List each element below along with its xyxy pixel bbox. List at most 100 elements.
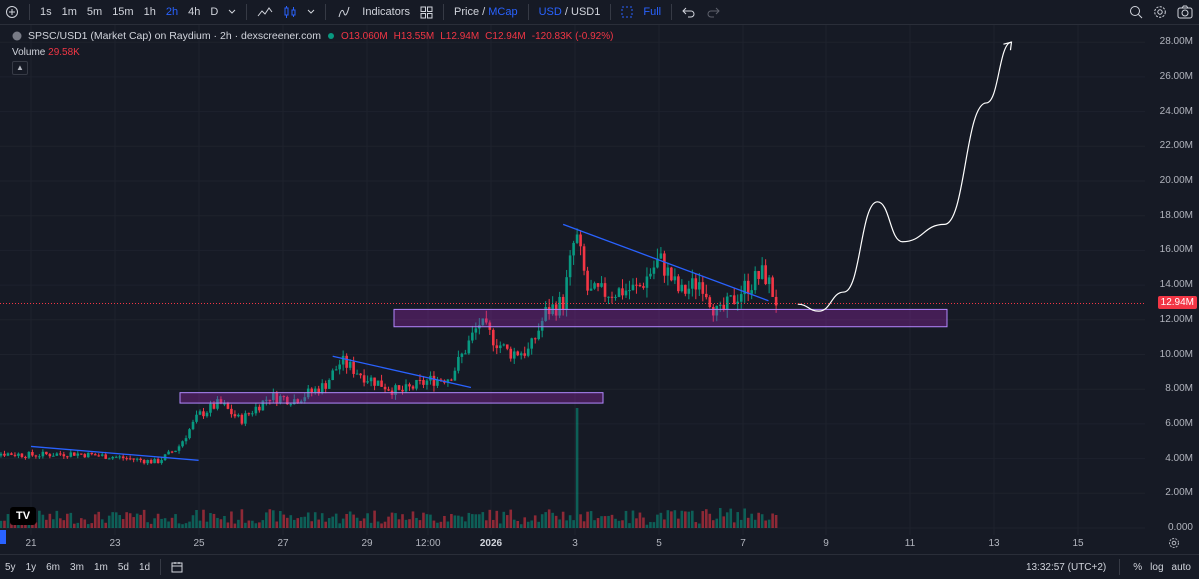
- volume-bar: [485, 520, 488, 528]
- price-chart[interactable]: [0, 25, 1145, 535]
- volume-bar: [289, 515, 293, 528]
- candle-body: [219, 399, 223, 404]
- timeframe-1m[interactable]: 1m: [61, 6, 77, 18]
- volume-bar: [614, 518, 617, 528]
- range-5y[interactable]: 5y: [5, 561, 16, 573]
- camera-icon[interactable]: [1177, 5, 1193, 19]
- volume-bar: [460, 516, 464, 528]
- candle-body: [467, 340, 471, 354]
- timeframe-5m[interactable]: 5m: [86, 6, 103, 18]
- undo-icon[interactable]: [677, 6, 701, 18]
- timeframe-15m[interactable]: 15m: [112, 6, 134, 18]
- volume-bar: [303, 516, 307, 528]
- line-chart-icon[interactable]: [252, 5, 278, 19]
- timeframe-1s[interactable]: 1s: [40, 6, 52, 18]
- candle-body: [104, 454, 108, 459]
- volume-bar: [251, 520, 254, 528]
- projection-arrowhead: [1003, 41, 1013, 51]
- candle-body: [272, 392, 275, 401]
- chevron-down-icon[interactable]: [223, 9, 241, 15]
- candle-body: [310, 388, 314, 393]
- calendar-goto-icon[interactable]: [166, 561, 188, 573]
- volume-bar: [481, 512, 485, 528]
- percent-toggle[interactable]: %: [1133, 561, 1143, 573]
- trendline: [30, 445, 199, 461]
- range-1m[interactable]: 1m: [93, 561, 108, 573]
- volume-bar: [195, 509, 198, 528]
- candle-body: [20, 453, 24, 457]
- fullscreen-icon[interactable]: [616, 6, 638, 18]
- candle-body: [3, 453, 6, 456]
- volume-bar: [296, 518, 300, 528]
- volume-bar: [52, 519, 55, 528]
- candle-body: [149, 459, 153, 464]
- top-toolbar: 1s 1m 5m 15m 1h 2h 4h D Indicators Price…: [0, 0, 1199, 25]
- volume-bar: [718, 508, 722, 528]
- volume-bar: [673, 510, 677, 528]
- candle-body: [348, 361, 352, 368]
- range-1y[interactable]: 1y: [25, 561, 37, 573]
- timeframe-1h[interactable]: 1h: [143, 6, 156, 18]
- timeframe-2h[interactable]: 2h: [165, 6, 179, 18]
- price-mcap-slash: /: [482, 6, 486, 18]
- support-zone: [393, 308, 948, 328]
- volume-bar: [464, 521, 467, 528]
- candle-body: [146, 459, 149, 464]
- tradingview-logo[interactable]: TV: [10, 507, 36, 525]
- chevron-down-icon[interactable]: [302, 9, 320, 15]
- range-1d[interactable]: 1d: [138, 561, 151, 573]
- log-toggle[interactable]: log: [1150, 561, 1164, 573]
- time-tick-label: 7: [740, 538, 746, 549]
- currency-slash: /: [564, 6, 568, 18]
- range-6m[interactable]: 6m: [46, 561, 61, 573]
- volume-bar: [411, 511, 415, 528]
- volume-bar: [191, 515, 195, 528]
- volume-bar: [509, 509, 513, 528]
- candles-icon[interactable]: [278, 5, 302, 19]
- candle-body: [195, 414, 198, 422]
- volume-bar: [100, 519, 104, 528]
- candle-body: [673, 276, 677, 281]
- price-tick-label: 22.00M: [1159, 140, 1193, 152]
- scroll-marker[interactable]: [0, 530, 6, 544]
- full-button[interactable]: Full: [643, 6, 662, 18]
- candle-body: [62, 454, 66, 457]
- volume-bar: [579, 514, 582, 528]
- price-axis[interactable]: 12.94M 28.00M 26.00M 24.00M 22.00M 20.00M 18.…: [1146, 25, 1199, 535]
- settings-gear-icon[interactable]: [1153, 5, 1167, 19]
- redo-icon[interactable]: [701, 6, 725, 18]
- range-5d[interactable]: 5d: [117, 561, 129, 573]
- clock[interactable]: 13:32:57 (UTC+2): [1025, 561, 1107, 573]
- timeframe-4h[interactable]: 4h: [188, 6, 201, 18]
- indicators-button[interactable]: Indicators: [362, 6, 410, 18]
- price-tick-label: 20.00M: [1159, 175, 1193, 186]
- volume-bar: [453, 515, 457, 528]
- add-symbol-icon[interactable]: [0, 5, 24, 19]
- price-mcap-toggle[interactable]: Price / MCap: [449, 0, 523, 24]
- volume-bar: [90, 523, 94, 528]
- volume-bar: [757, 512, 760, 528]
- time-tick-label: 11: [904, 538, 916, 549]
- volume-bar: [184, 523, 188, 528]
- auto-toggle[interactable]: auto: [1171, 561, 1191, 573]
- candle-body: [125, 458, 128, 460]
- timeframe-d[interactable]: D: [210, 6, 219, 18]
- axis-settings-gear-icon[interactable]: [1168, 537, 1180, 549]
- time-axis[interactable]: 21 23 25 27 29 12:00 2026 3 5 7 9 11 13 15: [0, 535, 1145, 553]
- price-tick-label: 6.00M: [1165, 417, 1193, 429]
- currency-toggle[interactable]: USD / USD1: [534, 0, 606, 24]
- volume-bar: [142, 509, 146, 528]
- volume-bar: [558, 519, 561, 528]
- candle-body: [485, 318, 488, 323]
- range-3m[interactable]: 3m: [70, 561, 84, 573]
- indicators-icon[interactable]: [331, 5, 357, 19]
- layout-grid-icon[interactable]: [415, 6, 438, 19]
- volume-bar: [568, 515, 572, 528]
- symbol-title[interactable]: SPSC/USD1 (Market Cap) on Raydium · 2h ·…: [28, 30, 321, 42]
- volume-bar: [86, 524, 90, 528]
- volume-bar: [48, 513, 52, 528]
- collapse-legend-button[interactable]: ▲: [12, 61, 28, 75]
- volume-bar: [72, 523, 76, 528]
- volume-bar: [334, 513, 338, 528]
- quick-search-icon[interactable]: [1129, 5, 1143, 19]
